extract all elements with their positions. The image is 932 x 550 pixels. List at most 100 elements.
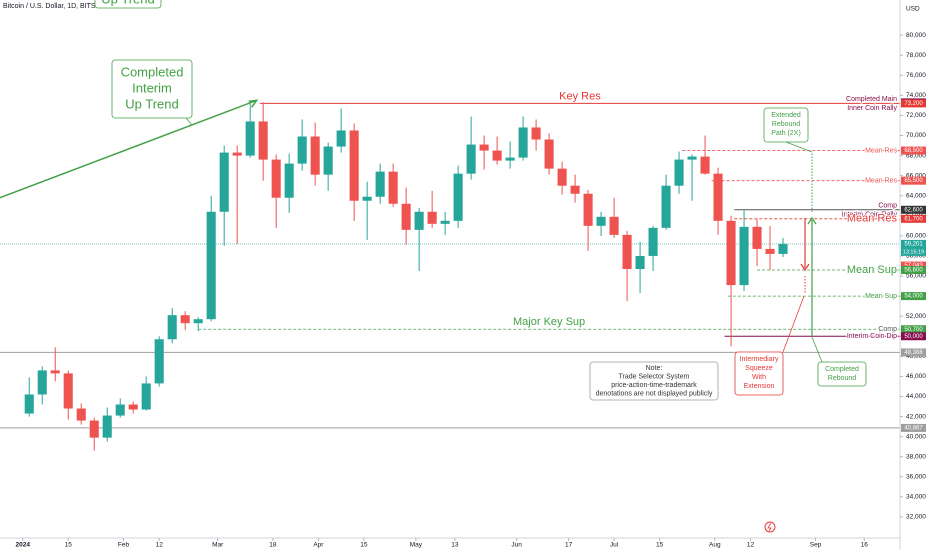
candle-body [466,144,476,174]
level-center-label: Major Key Sup [513,316,585,328]
candle-body [622,234,632,269]
candle-body [661,185,671,228]
candle-body [24,394,34,414]
x-tick-label: 2024 [16,542,31,549]
annotation-text: Extension [744,383,775,390]
candle-body [778,243,788,254]
candle-body [167,315,177,340]
candle-body [258,121,268,160]
x-tick-label: Jun [511,542,522,549]
price-tag-label: 62,600 [904,207,923,213]
y-tick-label: 70,000 [906,132,926,139]
candle-body [544,139,554,169]
candle-body [362,196,372,201]
price-tag [901,214,926,223]
x-tick-label: Mar [212,542,224,549]
candle-body [713,173,723,221]
chart-title: Bitcoin / U.S. Dollar, 1D, BITSTAMP [3,3,115,10]
price-tag-label: 56,600 [904,268,923,274]
annotation-box [817,361,867,387]
candle-body [765,248,775,254]
red-arrow-head [800,263,810,272]
candle-body [63,373,73,409]
candle-body [336,130,346,147]
y-tick-label: 44,000 [906,393,926,400]
y-tick-label: 36,000 [906,473,926,480]
y-tick-label: 52,000 [906,313,926,320]
candle-body [219,152,229,212]
annotation-text: price-action-time-trademark [611,382,697,389]
price-tag-countdown: 13:15:19 [903,249,924,255]
level-label: Mean Res [847,213,898,225]
x-tick-label: 18 [269,542,277,549]
price-tag [901,332,926,341]
price-tag-label: 48,388 [904,350,923,356]
annotation-text: Squeeze [745,365,773,372]
y-tick-label: 34,000 [906,494,926,501]
y-tick-label: 58,000 [906,253,926,260]
y-tick-label: 56,000 [906,273,926,280]
level-center-label: Key Res [559,90,601,102]
price-tag-label: 59,201 [904,241,923,247]
candle-body [37,370,47,395]
price-tag-label: 40,867 [904,425,923,431]
candle-body [271,159,281,198]
candle-body [609,216,619,235]
price-tag [901,266,926,275]
event-icon[interactable] [764,521,776,533]
y-tick-label: 78,000 [906,52,926,59]
x-tick-label: Sep [810,542,822,549]
level-label: Comp [878,203,897,210]
candle-body [505,157,515,161]
candle-body [76,408,86,421]
candle-body [453,173,463,221]
annotation-box [734,351,784,396]
annotation-text: Completed [121,64,184,79]
candle-body [752,226,762,249]
price-tag [901,348,926,357]
currency-label: USD [906,6,920,13]
candle-body [388,171,398,204]
y-tick-label: 40,000 [906,433,926,440]
y-tick-label: 80,000 [906,32,926,39]
price-tag-label: 50,700 [904,327,923,333]
y-tick-label: 74,000 [906,92,926,99]
candle-body [245,121,255,156]
y-tick-label: 42,000 [906,413,926,420]
price-tag-label: 61,700 [904,216,923,222]
candle-body [310,136,320,175]
level-label: Mean Res [865,147,897,154]
green-arrow-head [807,216,817,225]
candle-body [531,127,541,140]
candle-body [128,404,138,410]
level-label: Inner Coin Rally [847,105,897,112]
candle-body [427,211,437,224]
candle-body [739,226,749,286]
price-tag-label: 50,000 [904,334,923,340]
trendline-arrow [248,99,259,108]
price-tag [901,292,926,301]
y-tick-label: 32,000 [906,514,926,521]
annotation-text: Rebound [828,375,857,382]
candle-body [414,211,424,230]
x-tick-label: 15 [65,542,73,549]
y-tick-label: 60,000 [906,233,926,240]
x-tick-label: Jul [610,542,619,549]
price-tag-label: 65,500 [904,178,923,184]
level-label: Mean Sup [865,293,897,300]
candle-body [297,136,307,164]
candle-body [583,193,593,226]
annotation-box [94,0,162,9]
annotation-text: Rebound [772,121,801,128]
candle-body [375,171,385,197]
x-tick-label: Feb [118,542,130,549]
x-tick-label: 17 [565,542,573,549]
candle-body [557,168,567,186]
candle-body [284,163,294,198]
x-tick-label: 15 [656,542,664,549]
annotation-text: Extended [771,112,801,119]
x-tick-label: 12 [747,542,755,549]
candle-body [726,220,736,286]
level-label: Interim Coin Rally [842,212,898,219]
